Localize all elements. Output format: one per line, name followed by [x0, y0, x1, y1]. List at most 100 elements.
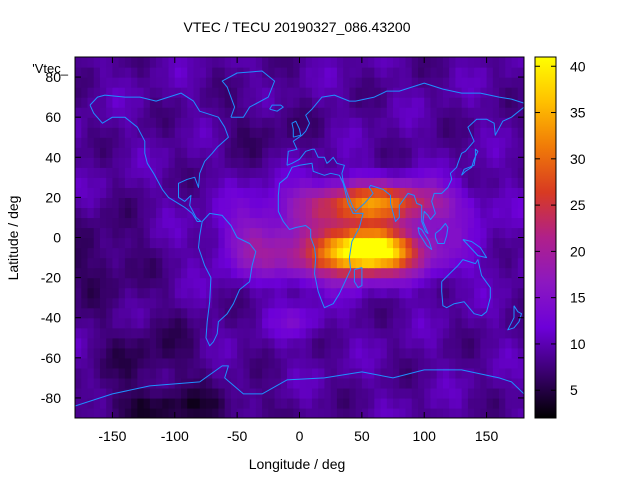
heatmap-cell [461, 157, 469, 168]
heatmap-cell [436, 237, 444, 249]
heatmap-cell [411, 157, 419, 168]
heatmap-cell [442, 187, 450, 198]
heatmap-cell [193, 317, 201, 329]
heatmap-cell [492, 367, 500, 379]
heatmap-cell [156, 67, 163, 78]
heatmap-cell [205, 67, 213, 78]
heatmap-cell [75, 237, 82, 249]
heatmap-cell [187, 377, 195, 389]
heatmap-cell [411, 317, 419, 329]
heatmap-cell [430, 387, 438, 399]
heatmap-cell [212, 157, 220, 168]
heatmap-cell [118, 197, 126, 209]
y-tick-label: -40 [41, 310, 61, 326]
y-axis-label: Latitude / deg [5, 196, 21, 281]
heatmap-cell [205, 287, 213, 299]
heatmap-cell [361, 267, 369, 279]
heatmap-cell [143, 377, 151, 389]
heatmap-cell [287, 77, 294, 88]
heatmap-cell [131, 247, 138, 259]
heatmap-cell [449, 187, 457, 198]
heatmap-cell [174, 87, 182, 98]
heatmap-cell [411, 257, 419, 269]
heatmap-cell [249, 107, 257, 118]
heatmap-cell [262, 217, 269, 229]
heatmap-cell [511, 177, 519, 188]
heatmap-cell [137, 247, 145, 259]
heatmap-cell [287, 347, 294, 359]
heatmap-cell [461, 357, 469, 369]
heatmap-cell [156, 347, 163, 359]
heatmap-cell [374, 217, 382, 229]
heatmap-cell [143, 147, 151, 158]
heatmap-cell [499, 267, 506, 279]
heatmap-cell [212, 207, 220, 219]
heatmap-cell [499, 137, 506, 148]
heatmap-cell [517, 317, 524, 329]
heatmap-cell [230, 77, 238, 88]
heatmap-cell [305, 237, 313, 249]
heatmap-cell [430, 337, 438, 349]
heatmap-cell [168, 377, 176, 389]
heatmap-cell [480, 67, 488, 78]
heatmap-cell [380, 217, 388, 229]
heatmap-cell [93, 187, 101, 198]
heatmap-cell [187, 87, 195, 98]
heatmap-cell [361, 237, 369, 249]
heatmap-cell [336, 167, 344, 178]
heatmap-cell [118, 247, 126, 259]
heatmap-cell [361, 327, 369, 339]
heatmap-cell [361, 187, 369, 198]
heatmap-cell [480, 367, 488, 379]
heatmap-cell [193, 357, 201, 369]
heatmap-cell [305, 287, 313, 299]
heatmap-cell [149, 307, 157, 319]
heatmap-cell [343, 287, 350, 299]
heatmap-cell [87, 97, 95, 108]
heatmap-cell [424, 87, 432, 98]
heatmap-cell [311, 57, 319, 68]
heatmap-cell [386, 107, 394, 118]
heatmap-cell [442, 177, 450, 188]
heatmap-cell [386, 177, 394, 188]
heatmap-cell [124, 147, 132, 158]
heatmap-cell [237, 407, 244, 418]
heatmap-cell [118, 227, 126, 239]
heatmap-cell [181, 97, 188, 108]
heatmap-cell [230, 357, 238, 369]
heatmap-cell [361, 117, 369, 128]
heatmap-cell [361, 157, 369, 168]
heatmap-cell [237, 347, 244, 359]
heatmap-cell [93, 407, 101, 418]
heatmap-cell [299, 407, 307, 418]
heatmap-cell [230, 267, 238, 279]
heatmap-cell [224, 237, 232, 249]
heatmap-cell [417, 317, 425, 329]
heatmap-cell [467, 217, 475, 229]
heatmap-cell [162, 387, 170, 399]
heatmap-cell [499, 167, 506, 178]
heatmap-cell [280, 327, 288, 339]
heatmap-cell [262, 157, 269, 168]
heatmap-cell [75, 367, 82, 379]
heatmap-cell [287, 237, 294, 249]
heatmap-cell [293, 87, 301, 98]
heatmap-cell [268, 177, 276, 188]
heatmap-cell [368, 97, 375, 108]
heatmap-cell [511, 407, 519, 418]
heatmap-cell [99, 167, 107, 178]
heatmap-cell [162, 57, 170, 68]
heatmap-cell [399, 277, 407, 289]
heatmap-cell [99, 67, 107, 78]
heatmap-cell [449, 227, 457, 239]
heatmap-cell [336, 117, 344, 128]
heatmap-cell [368, 77, 375, 88]
heatmap-cell [118, 297, 126, 309]
heatmap-cell [311, 367, 319, 379]
heatmap-cell [268, 337, 276, 349]
heatmap-cell [230, 407, 238, 418]
heatmap-cell [81, 337, 89, 349]
heatmap-cell [330, 287, 338, 299]
heatmap-cell [274, 247, 282, 259]
heatmap-cell [511, 57, 519, 68]
